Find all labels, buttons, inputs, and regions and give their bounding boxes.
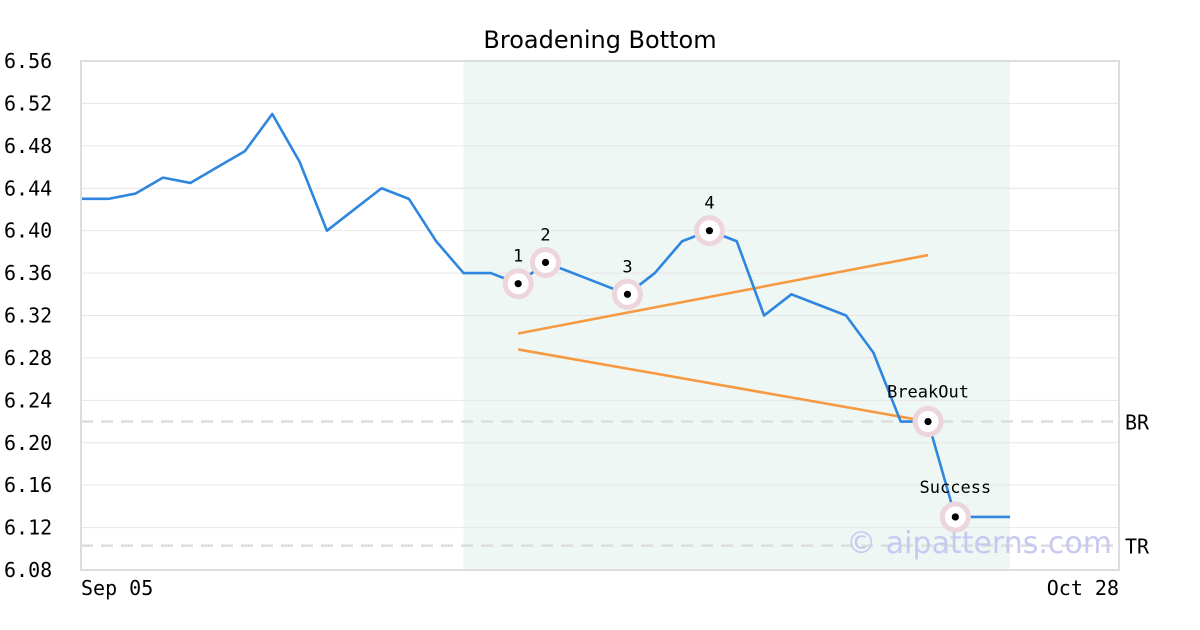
pivot-point <box>541 258 550 267</box>
y-tick-label: 6.32 <box>4 304 52 328</box>
pivot-label: 2 <box>540 225 550 245</box>
y-tick-label: 6.28 <box>4 346 52 370</box>
trendline <box>517 253 929 335</box>
watermark: © aipatterns.com <box>846 526 1112 561</box>
reference-line-label: BR <box>1125 411 1150 435</box>
grid-lines <box>81 60 1119 571</box>
reference-line-label: TR <box>1125 535 1150 559</box>
y-tick-label: 6.36 <box>4 261 52 285</box>
y-tick-label: 6.24 <box>4 388 52 412</box>
plot-frame <box>80 60 1120 571</box>
y-tick-label: 6.08 <box>4 558 52 582</box>
chart-title: Broadening Bottom <box>483 26 716 54</box>
pivot-point <box>705 227 714 235</box>
pivot-label: Success <box>920 478 992 498</box>
y-axis-ticks: 6.08 6.12 6.16 6.20 6.24 6.28 6.32 6.36 6.40 6.44… <box>4 49 52 582</box>
pivot-point <box>514 280 522 288</box>
y-tick-label: 6.16 <box>4 473 52 497</box>
reference-lines: BR TR <box>81 411 1150 559</box>
y-tick-label: 6.44 <box>4 176 52 200</box>
trendline <box>517 348 929 423</box>
pivot-label: 1 <box>513 247 523 267</box>
pivot-point <box>623 290 632 298</box>
x-axis-ticks: Sep 05 Oct 28 <box>81 576 1119 600</box>
y-tick-label: 6.56 <box>4 49 52 73</box>
pivot-label: 4 <box>704 194 714 214</box>
trendlines <box>517 253 929 423</box>
y-tick-label: 6.20 <box>4 431 52 455</box>
pivot-label: BreakOut <box>887 383 969 403</box>
y-tick-label: 6.48 <box>4 134 52 158</box>
pivot-label: 3 <box>622 257 632 277</box>
x-tick-label: Sep 05 <box>81 576 153 600</box>
pivot-point <box>951 513 959 521</box>
y-tick-label: 6.52 <box>4 91 52 115</box>
pivot-points: 12 3 4 BreakOut Success <box>502 194 992 533</box>
x-tick-label: Oct 28 <box>1047 576 1119 600</box>
y-tick-label: 6.12 <box>4 516 52 540</box>
y-tick-label: 6.40 <box>4 219 52 243</box>
pivot-point <box>924 417 932 426</box>
